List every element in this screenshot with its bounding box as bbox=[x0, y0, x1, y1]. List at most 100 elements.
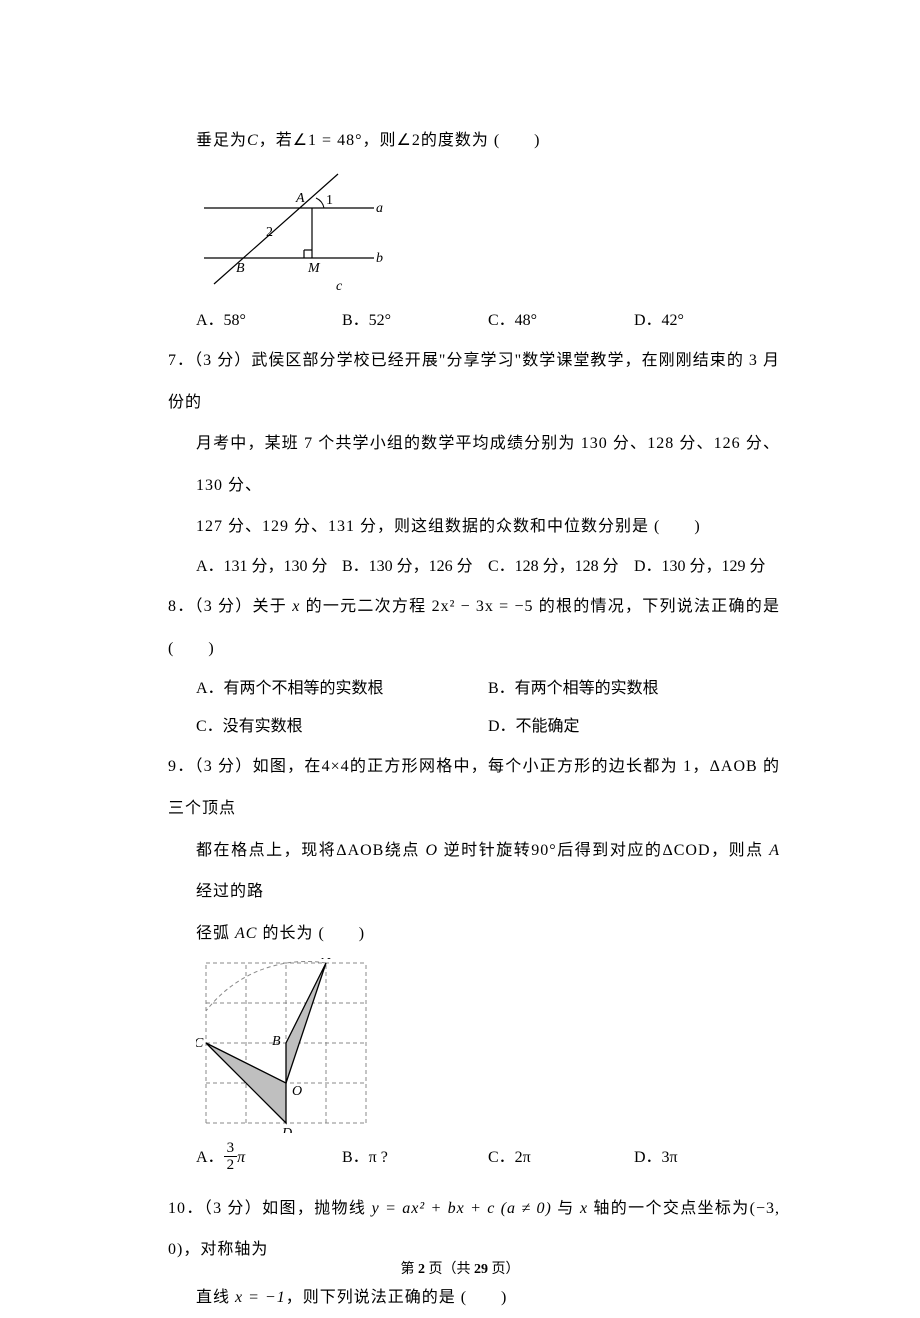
q6-opt-a: A．58° bbox=[196, 302, 342, 340]
svg-text:O: O bbox=[292, 1084, 302, 1099]
angle2: ∠2 bbox=[396, 132, 420, 149]
x: x bbox=[580, 1200, 588, 1217]
text: 的正方形网格中，每个小正方形的边长都为 1， bbox=[350, 758, 710, 775]
text: 的一元二次方程 bbox=[306, 598, 427, 615]
svg-text:a: a bbox=[376, 201, 383, 216]
text: 的长为 ( ) bbox=[262, 925, 365, 942]
text: 页） bbox=[492, 1262, 520, 1277]
text: 径弧 bbox=[196, 925, 230, 942]
text: 的度数为 ( ) bbox=[421, 132, 541, 149]
q6-figure: ABMabc12 bbox=[140, 166, 780, 296]
text: 武侯区部分学校已经开展"分享学习"数学课堂教学，在刚刚结束的 3 月份的 bbox=[168, 352, 780, 411]
q10-line2: 直线 x = −1，则下列说法正确的是 ( ) bbox=[140, 1277, 780, 1318]
svg-text:B: B bbox=[236, 261, 245, 276]
axis: x = −1 bbox=[235, 1289, 286, 1306]
q7-options: A．131 分，130 分 B．130 分，126 分 C．128 分，128 … bbox=[140, 548, 780, 586]
q6-opt-c: C．48° bbox=[488, 302, 634, 340]
page-num: 2 bbox=[418, 1262, 425, 1277]
q7-line3: 127 分、129 分、131 分，则这组数据的众数和中位数分别是 ( ) bbox=[140, 506, 780, 548]
q6-options: A．58° B．52° C．48° D．42° bbox=[140, 302, 780, 340]
exam-page: 垂足为C，若∠1 = 48°，则∠2的度数为 ( ) ABMabc12 A．58… bbox=[0, 0, 920, 1318]
deg: 90° bbox=[531, 842, 556, 859]
tri: ΔCOD bbox=[662, 842, 710, 859]
q9-line2: 都在格点上，现将ΔAOB绕点 O 逆时针旋转90°后得到对应的ΔCOD，则点 A… bbox=[140, 830, 780, 913]
svg-text:A: A bbox=[295, 191, 305, 206]
A: A bbox=[769, 842, 780, 859]
tri: ΔAOB bbox=[710, 758, 758, 775]
text: ，则点 bbox=[711, 842, 764, 859]
page-total: 29 bbox=[474, 1262, 488, 1277]
text: 后得到对应的 bbox=[557, 842, 663, 859]
svg-text:C: C bbox=[196, 1036, 204, 1051]
text: 如图，抛物线 bbox=[262, 1200, 366, 1217]
AC: AC bbox=[235, 925, 257, 942]
q7-opt-d: D．130 分，129 分 bbox=[634, 548, 780, 586]
q8-opt-d: D．不能确定 bbox=[488, 708, 780, 746]
q9-opt-d: D．3π bbox=[634, 1139, 780, 1177]
text: 轴的一个交点坐标为 bbox=[593, 1200, 749, 1217]
text: ，对称轴为 bbox=[183, 1241, 268, 1258]
text: ，则下列说法正确的是 ( ) bbox=[286, 1289, 508, 1306]
q7-line1: 7．（3 分）武侯区部分学校已经开展"分享学习"数学课堂教学，在刚刚结束的 3 … bbox=[140, 340, 780, 423]
svg-text:1: 1 bbox=[326, 193, 333, 208]
q7-opt-c: C．128 分，128 分 bbox=[488, 548, 634, 586]
q9-opt-c: C．2π bbox=[488, 1139, 634, 1177]
x: x bbox=[292, 598, 300, 615]
svg-text:2: 2 bbox=[266, 225, 273, 240]
tri: ΔAOB bbox=[336, 842, 384, 859]
text: 绕点 bbox=[384, 842, 420, 859]
text: 关于 bbox=[253, 598, 288, 615]
text: 与 bbox=[557, 1200, 574, 1217]
frac: 32 bbox=[224, 1140, 238, 1174]
q7-prefix: 7．（3 分） bbox=[168, 352, 251, 369]
q7-opt-a: A．131 分，130 分 bbox=[196, 548, 342, 586]
q10-prefix: 10．（3 分） bbox=[168, 1200, 262, 1217]
grid: 4×4 bbox=[322, 758, 350, 775]
q6-opt-b: B．52° bbox=[342, 302, 488, 340]
angle1: ∠1 = 48° bbox=[293, 132, 363, 149]
page-footer: 第 2 页（共 29 页） bbox=[0, 1258, 920, 1278]
q8-prefix: 8．（3 分） bbox=[168, 598, 253, 615]
q7-line2: 月考中，某班 7 个共学小组的数学平均成绩分别为 130 分、128 分、126… bbox=[140, 423, 780, 506]
q9-opt-a: A．32π bbox=[196, 1139, 342, 1177]
q9-line3: 径弧 AC 的长为 ( ) bbox=[140, 913, 780, 955]
q9-line1: 9．（3 分）如图，在4×4的正方形网格中，每个小正方形的边长都为 1，ΔAOB… bbox=[140, 746, 780, 829]
q8-opt-c: C．没有实数根 bbox=[196, 708, 488, 746]
q8-line1: 8．（3 分）关于 x 的一元二次方程 2x² − 3x = −5 的根的情况，… bbox=[140, 586, 780, 669]
den: 2 bbox=[224, 1157, 238, 1174]
text: ，若 bbox=[259, 132, 293, 149]
pre: A． bbox=[196, 1149, 224, 1166]
q8-opt-a: A．有两个不相等的实数根 bbox=[196, 670, 488, 708]
num: 3 bbox=[224, 1140, 238, 1158]
eq: 2x² − 3x = −5 bbox=[432, 598, 534, 615]
text: 经过的路 bbox=[196, 883, 264, 900]
q8-opt-b: B．有两个相等的实数根 bbox=[488, 670, 780, 708]
svg-text:D: D bbox=[281, 1126, 292, 1133]
text: ，则 bbox=[362, 132, 396, 149]
text: 直线 bbox=[196, 1289, 230, 1306]
q8-options-row1: A．有两个不相等的实数根 B．有两个相等的实数根 bbox=[140, 670, 780, 708]
q9-options: A．32π B．π ? C．2π D．3π bbox=[140, 1139, 780, 1177]
q6-opt-d: D．42° bbox=[634, 302, 780, 340]
label-C: C bbox=[247, 132, 259, 149]
svg-text:B: B bbox=[272, 1034, 281, 1049]
q9-opt-b: B．π ? bbox=[342, 1139, 488, 1177]
q9-figure: A B C D O bbox=[140, 958, 780, 1133]
text: 都在格点上，现将 bbox=[196, 842, 336, 859]
text: 第 bbox=[401, 1262, 415, 1277]
q9-svg: A B C D O bbox=[196, 958, 371, 1133]
q9-prefix: 9．（3 分） bbox=[168, 758, 253, 775]
svg-text:c: c bbox=[336, 279, 343, 294]
q7-opt-b: B．130 分，126 分 bbox=[342, 548, 488, 586]
text: 页（共 bbox=[429, 1262, 471, 1277]
svg-text:b: b bbox=[376, 251, 383, 266]
pi: π bbox=[237, 1149, 245, 1166]
svg-text:A: A bbox=[321, 958, 331, 963]
q6-svg: ABMabc12 bbox=[196, 166, 386, 296]
text: 逆时针旋转 bbox=[444, 842, 532, 859]
text: 垂足为 bbox=[196, 132, 247, 149]
q8-options-row2: C．没有实数根 D．不能确定 bbox=[140, 708, 780, 746]
text: 如图，在 bbox=[253, 758, 322, 775]
O: O bbox=[426, 842, 439, 859]
q6-stem-cont: 垂足为C，若∠1 = 48°，则∠2的度数为 ( ) bbox=[140, 120, 780, 162]
